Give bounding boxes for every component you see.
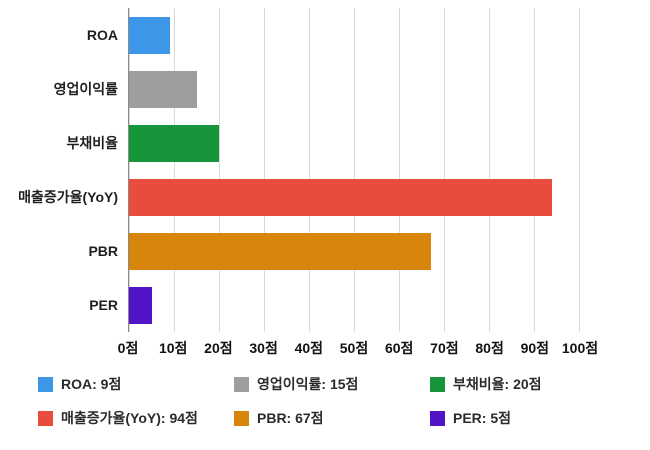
bar-per[interactable] [129, 286, 152, 324]
x-tick: 90점 [520, 340, 550, 356]
bar-row [129, 62, 579, 116]
legend-swatch-icon [430, 376, 445, 392]
legend-swatch-icon [430, 410, 445, 426]
legend-item-pbr: PBR: 67점 [234, 408, 430, 428]
y-axis-category-labels: ROA 영업이익률 부채비율 매출증가율(YoY) PBR PER [0, 8, 128, 332]
legend-label: 영업이익률: 15점 [257, 376, 359, 392]
x-tick: 10점 [158, 340, 188, 356]
x-tick: 80점 [475, 340, 504, 356]
bar-roa[interactable] [129, 16, 170, 54]
legend-swatch-icon [38, 410, 53, 426]
bar-row [129, 170, 579, 224]
legend-item-roa: ROA: 9점 [38, 374, 234, 394]
category-label: 매출증가율(YoY) [18, 189, 118, 205]
x-tick: 60점 [384, 340, 414, 356]
legend-item-per: PER: 5점 [430, 408, 626, 428]
x-tick: 70점 [430, 340, 459, 356]
category-label: 부채비율 [66, 135, 118, 151]
x-tick: 30점 [249, 340, 278, 356]
plot-wrap: ROA 영업이익률 부채비율 매출증가율(YoY) PBR PER [0, 8, 650, 332]
bar-row [129, 224, 579, 278]
legend-label: PBR: 67점 [257, 410, 324, 426]
bar-row [129, 116, 579, 170]
category-label: ROA [86, 27, 118, 43]
legend-swatch-icon [38, 376, 53, 392]
x-axis-tick-labels: 0점 10점 20점 30점 40점 50점 60점 70점 80점 90점 1… [118, 332, 598, 360]
bar-row [129, 278, 579, 332]
legend-item-debt-ratio: 부채비율: 20점 [430, 374, 626, 394]
category-label: PBR [88, 243, 118, 259]
x-tick: 0점 [117, 340, 139, 356]
bar-revenue-growth[interactable] [129, 178, 552, 216]
bar-operating-margin[interactable] [129, 70, 197, 108]
bar-row [129, 8, 579, 62]
legend-label: 부채비율: 20점 [453, 376, 542, 392]
category-label: 영업이익률 [53, 81, 118, 97]
legend-item-operating-margin: 영업이익률: 15점 [234, 374, 430, 394]
legend-label: ROA: 9점 [61, 376, 122, 392]
legend-swatch-icon [234, 410, 249, 426]
x-tick: 40점 [294, 340, 324, 356]
bar-pbr[interactable] [129, 232, 431, 270]
legend-swatch-icon [234, 376, 249, 392]
x-tick: 20점 [204, 340, 233, 356]
category-label: PER [89, 297, 118, 313]
legend-item-revenue-growth: 매출증가율(YoY): 94점 [38, 408, 234, 428]
chart-legend: ROA: 9점 영업이익률: 15점 부채비율: 20점 매출증가율(YoY):… [38, 374, 650, 428]
legend-label: PER: 5점 [453, 410, 512, 426]
legend-label: 매출증가율(YoY): 94점 [61, 410, 198, 426]
plot-area [128, 8, 580, 332]
x-tick: 50점 [339, 340, 369, 356]
bar-debt-ratio[interactable] [129, 124, 219, 162]
x-tick: 100점 [561, 340, 599, 356]
